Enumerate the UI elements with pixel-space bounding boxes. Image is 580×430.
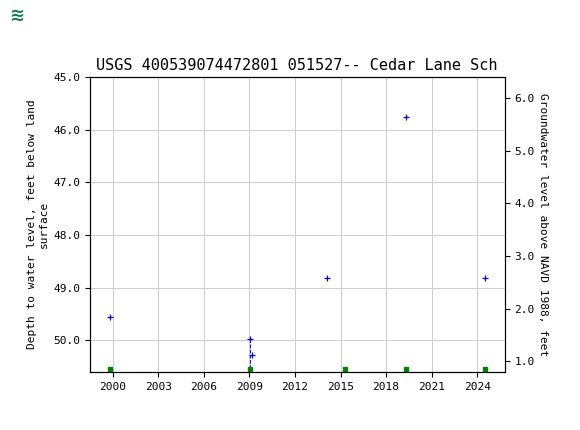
Legend: Period of approved data: Period of approved data	[188, 425, 406, 430]
FancyBboxPatch shape	[3, 3, 72, 29]
Y-axis label: Depth to water level, feet below land
surface: Depth to water level, feet below land su…	[27, 100, 49, 350]
Title: USGS 400539074472801 051527-- Cedar Lane Sch: USGS 400539074472801 051527-- Cedar Lane…	[96, 58, 498, 73]
Text: ≋: ≋	[9, 7, 24, 25]
Text: USGS: USGS	[36, 9, 83, 24]
Y-axis label: Groundwater level above NAVD 1988, feet: Groundwater level above NAVD 1988, feet	[538, 93, 549, 356]
